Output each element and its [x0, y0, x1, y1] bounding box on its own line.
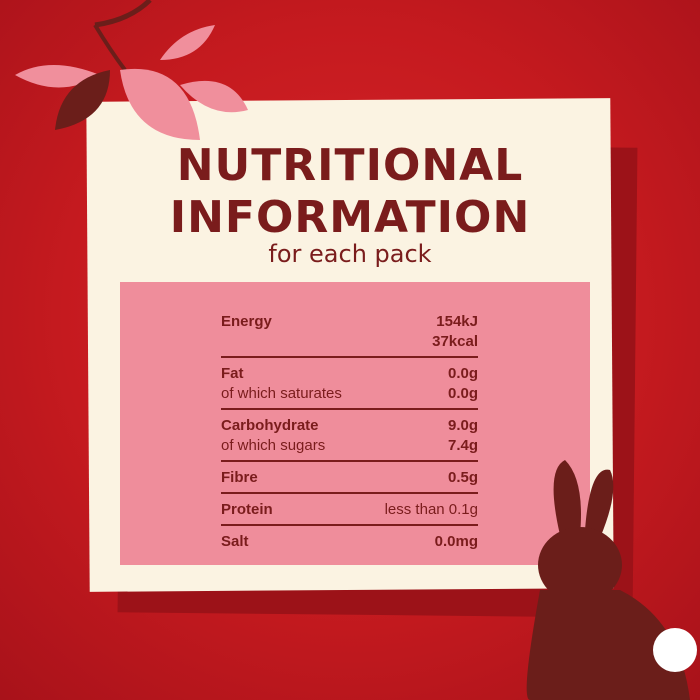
value: 9.0g [447, 417, 478, 434]
value: 0.0g [447, 365, 478, 382]
sub-value: 0.0g [447, 385, 478, 402]
sub-value: 7.4g [447, 437, 478, 454]
label: Energy [221, 313, 272, 330]
value: 0.0mg [434, 533, 478, 550]
sub-label: of which sugars [221, 437, 326, 454]
label: Fibre [221, 469, 258, 486]
label: Salt [221, 533, 249, 550]
label: Carbohydrate [221, 417, 319, 434]
row-fibre: Fibre 0.5g [221, 466, 478, 494]
label: Fat [221, 365, 244, 382]
value: less than 0.1g [384, 501, 478, 518]
heading-subtitle: for each pack [268, 240, 432, 268]
nutrition-table: Energy 154kJ 37kcal Fat 0.0g of which satu… [221, 310, 478, 560]
row-carbohydrate: Carbohydrate 9.0g of which sugars 7.4g [221, 414, 478, 462]
row-energy: Energy 154kJ 37kcal [221, 310, 478, 358]
leaves-icon [15, 0, 248, 140]
label: Protein [221, 501, 273, 518]
value: 0.5g [447, 469, 478, 486]
heading-line2: INFORMATION [169, 192, 531, 243]
nutrition-panel [120, 282, 590, 565]
row-salt: Salt 0.0mg [221, 530, 478, 556]
row-fat: Fat 0.0g of which saturates 0.0g [221, 362, 478, 410]
heading-line1: NUTRITIONAL [176, 140, 524, 191]
sub-value: 37kcal [432, 333, 478, 350]
row-protein: Protein less than 0.1g [221, 498, 478, 526]
bunny-icon [526, 460, 697, 700]
value: 154kJ [436, 313, 478, 330]
sub-label: of which saturates [221, 385, 342, 402]
